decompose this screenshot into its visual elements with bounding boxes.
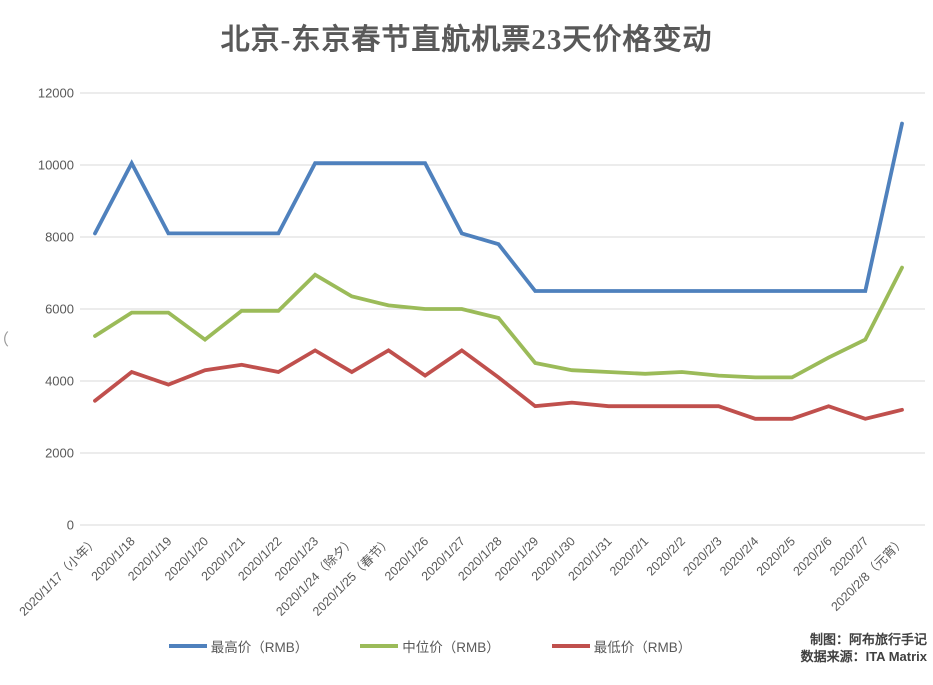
y-axis-tick-label: 4000	[45, 374, 74, 389]
x-axis-tick-label: 2020/1/17（小年）	[17, 534, 102, 619]
x-axis-tick-label: 2020/2/2	[644, 534, 688, 578]
y-axis-tick-label: 0	[67, 518, 74, 533]
series-line-highest-price	[93, 121, 904, 293]
legend-label-highest-price: 最高价（RMB）	[210, 640, 309, 655]
series-line-median-price	[93, 265, 904, 380]
credit-made-by: 制图：阿布旅行手记	[809, 632, 927, 647]
legend-item-lowest-price: 最低价（RMB）	[551, 636, 692, 656]
legend-item-highest-price: 最高价（RMB）	[168, 636, 309, 656]
left-edge-clipped-char: （	[0, 326, 9, 350]
legend-swatch-lowest-price	[551, 644, 590, 648]
legend-label-lowest-price: 最低价（RMB）	[593, 640, 692, 655]
y-axis-tick-label: 10000	[38, 158, 74, 173]
y-axis-tick-label: 2000	[45, 446, 74, 461]
x-axis-tick-label: 2020/2/4	[717, 534, 761, 578]
x-axis-tick-label: 2020/2/1	[607, 534, 651, 578]
y-axis-tick-label: 8000	[45, 230, 74, 245]
x-axis-tick-label: 2020/2/3	[680, 534, 724, 578]
legend-swatch-highest-price	[168, 644, 207, 648]
chart-legend: 最高价（RMB） 中位价（RMB） 最低价（RMB）	[0, 636, 860, 656]
legend-item-median-price: 中位价（RMB）	[360, 636, 500, 656]
legend-swatch-median-price	[360, 644, 399, 648]
chart-title: 北京-东京春节直航机票23天价格变动	[220, 24, 713, 56]
y-axis-tick-label: 6000	[45, 302, 74, 317]
y-axis-tick-label: 12000	[38, 86, 74, 101]
x-axis-tick-label: 2020/2/5	[754, 534, 798, 578]
series-line-lowest-price	[93, 348, 904, 421]
legend-label-median-price: 中位价（RMB）	[402, 640, 500, 655]
chart-credits: 制图：阿布旅行手记 数据来源：ITA Matrix	[801, 631, 927, 665]
x-axis-tick-label: 2020/2/6	[790, 534, 834, 578]
credit-data-source: 数据来源：ITA Matrix	[800, 649, 927, 664]
